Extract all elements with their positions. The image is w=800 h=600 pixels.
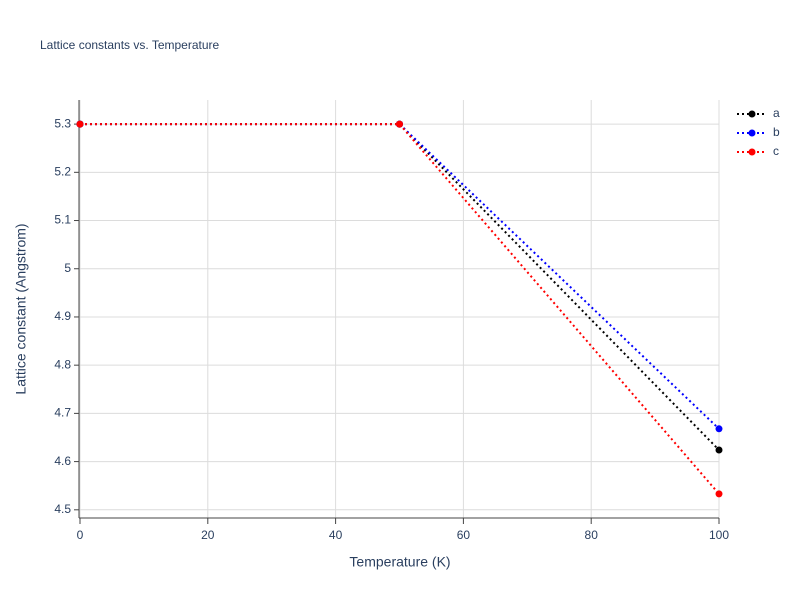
legend-marker [748, 129, 756, 137]
y-tick-label: 4.6 [54, 454, 71, 468]
point [396, 120, 403, 128]
point [76, 120, 84, 128]
point [715, 490, 723, 498]
y-tick-label: 4.5 [54, 502, 71, 516]
x-tick-label: 60 [457, 528, 471, 542]
x-tick-label: 40 [329, 528, 343, 542]
y-tick-label: 4.9 [54, 309, 71, 323]
y-tick-label: 4.8 [54, 357, 71, 371]
legend-label: a [773, 106, 780, 120]
y-tick-label: 5.1 [54, 213, 71, 227]
y-tick-label: 5 [64, 261, 71, 275]
point [715, 425, 723, 433]
point [715, 446, 723, 454]
legend-label: b [773, 125, 780, 139]
x-tick-label: 20 [201, 528, 215, 542]
x-tick-label: 100 [709, 528, 729, 542]
y-axis-title: Lattice constant (Angstrom) [13, 223, 29, 394]
y-tick-label: 4.7 [54, 406, 71, 420]
x-tick-label: 0 [77, 528, 84, 542]
x-axis-title: Temperature (K) [349, 554, 450, 570]
series-line [80, 123, 720, 495]
legend-marker [748, 110, 756, 118]
y-tick-label: 5.2 [54, 164, 71, 178]
y-tick-label: 5.3 [54, 116, 71, 130]
x-tick-label: 80 [585, 528, 599, 542]
legend-label: c [773, 144, 779, 158]
chart-title: Lattice constants vs. Temperature [40, 38, 220, 52]
legend-marker [748, 148, 756, 156]
